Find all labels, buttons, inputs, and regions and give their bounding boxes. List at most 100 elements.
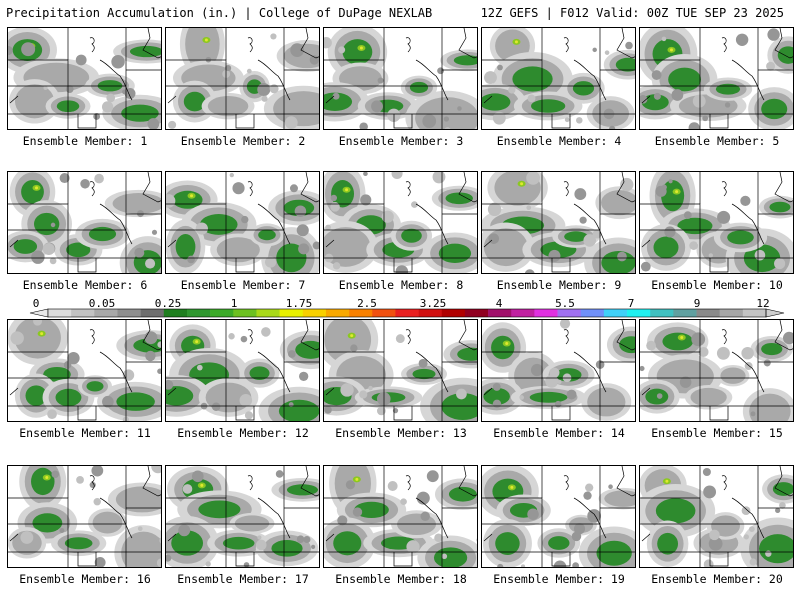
- map-panel-member-7: [165, 171, 320, 274]
- member-label: Ensemble Member: 20: [651, 572, 783, 586]
- map-panel-member-15: [639, 319, 794, 422]
- map-panel-member-1: [7, 27, 162, 130]
- precip-map: [166, 172, 319, 273]
- map-panel-member-19: [481, 465, 636, 568]
- scale-swatch: [71, 309, 95, 317]
- map-panel-member-2: [165, 27, 320, 130]
- member-label: Ensemble Member: 7: [180, 278, 306, 292]
- precip-map: [324, 172, 477, 273]
- scale-swatch: [94, 309, 118, 317]
- precip-map: [482, 28, 635, 129]
- scale-swatch: [696, 309, 720, 317]
- precip-map: [640, 466, 793, 567]
- map-panel-member-4: [481, 27, 636, 130]
- scale-swatch: [580, 309, 605, 317]
- scale-swatch: [349, 309, 373, 317]
- scale-swatch: [603, 309, 628, 317]
- scale-swatch: [210, 309, 234, 317]
- scale-swatch: [673, 309, 697, 317]
- scale-max-arrow: [765, 308, 785, 318]
- member-label: Ensemble Member: 3: [338, 134, 464, 148]
- precip-map: [640, 320, 793, 421]
- precip-map: [166, 320, 319, 421]
- precip-map: [8, 320, 161, 421]
- member-label: Ensemble Member: 2: [180, 134, 306, 148]
- scale-swatch: [140, 309, 165, 317]
- scale-swatch: [557, 309, 582, 317]
- scale-swatch: [742, 309, 767, 317]
- scale-swatch: [279, 309, 304, 317]
- scale-swatch: [372, 309, 396, 317]
- scale-swatch: [418, 309, 443, 317]
- map-panel-member-9: [481, 171, 636, 274]
- color-scale-bar: [29, 308, 785, 318]
- map-panel-member-18: [323, 465, 478, 568]
- precip-map: [482, 172, 635, 273]
- scale-tick-label: 0.05: [88, 297, 116, 310]
- scale-tick-label: 0.25: [154, 297, 182, 310]
- precip-map: [640, 28, 793, 129]
- scale-swatch: [186, 309, 211, 317]
- map-panel-member-10: [639, 171, 794, 274]
- scale-swatch: [325, 309, 350, 317]
- scale-tick-label: 3.25: [419, 297, 447, 310]
- chart-title: Precipitation Accumulation (in.) | Colle…: [6, 6, 433, 20]
- member-label: Ensemble Member: 13: [335, 426, 467, 440]
- member-label: Ensemble Member: 16: [19, 572, 151, 586]
- member-label: Ensemble Member: 18: [335, 572, 467, 586]
- member-label: Ensemble Member: 5: [654, 134, 780, 148]
- scale-tick-label: 9: [693, 297, 701, 310]
- member-label: Ensemble Member: 4: [496, 134, 622, 148]
- precip-map: [324, 466, 477, 567]
- member-label: Ensemble Member: 10: [651, 278, 783, 292]
- map-panel-member-20: [639, 465, 794, 568]
- member-label: Ensemble Member: 6: [22, 278, 148, 292]
- map-panel-member-16: [7, 465, 162, 568]
- scale-swatch: [627, 309, 651, 317]
- scale-swatch: [256, 309, 280, 317]
- precip-map: [8, 172, 161, 273]
- scale-swatch: [48, 309, 72, 317]
- scale-swatch: [163, 309, 188, 317]
- precip-map: [324, 320, 477, 421]
- map-panel-member-8: [323, 171, 478, 274]
- map-panel-member-6: [7, 171, 162, 274]
- scale-swatch: [511, 309, 535, 317]
- scale-tick-label: 7: [627, 297, 635, 310]
- run-info: 12Z GEFS | F012 Valid: 00Z TUE SEP 23 20…: [480, 6, 784, 20]
- scale-swatch: [233, 309, 257, 317]
- scale-outline: [47, 308, 767, 318]
- scale-swatch: [302, 309, 327, 317]
- member-label: Ensemble Member: 9: [496, 278, 622, 292]
- member-label: Ensemble Member: 19: [493, 572, 625, 586]
- precip-map: [482, 466, 635, 567]
- member-label: Ensemble Member: 17: [177, 572, 309, 586]
- member-label: Ensemble Member: 11: [19, 426, 151, 440]
- scale-swatch: [650, 309, 674, 317]
- map-panel-member-11: [7, 319, 162, 422]
- scale-tick-label: 1: [230, 297, 238, 310]
- map-panel-member-17: [165, 465, 320, 568]
- map-panel-member-13: [323, 319, 478, 422]
- scale-swatch: [719, 309, 744, 317]
- precip-map: [324, 28, 477, 129]
- scale-swatch: [534, 309, 558, 317]
- scale-swatch: [117, 309, 141, 317]
- scale-swatch: [395, 309, 419, 317]
- map-panel-member-5: [639, 27, 794, 130]
- scale-tick-label: 0: [32, 297, 40, 310]
- precip-map: [8, 28, 161, 129]
- scale-tick-label: 12: [756, 297, 770, 310]
- scale-min-arrow: [29, 308, 49, 318]
- scale-swatch: [441, 309, 466, 317]
- scale-swatch: [488, 309, 512, 317]
- member-label: Ensemble Member: 1: [22, 134, 148, 148]
- map-panel-member-14: [481, 319, 636, 422]
- map-panel-member-12: [165, 319, 320, 422]
- precip-map: [8, 466, 161, 567]
- scale-tick-label: 5.5: [555, 297, 575, 310]
- member-label: Ensemble Member: 14: [493, 426, 625, 440]
- precip-map: [166, 466, 319, 567]
- scale-tick-label: 1.75: [285, 297, 313, 310]
- map-panel-member-3: [323, 27, 478, 130]
